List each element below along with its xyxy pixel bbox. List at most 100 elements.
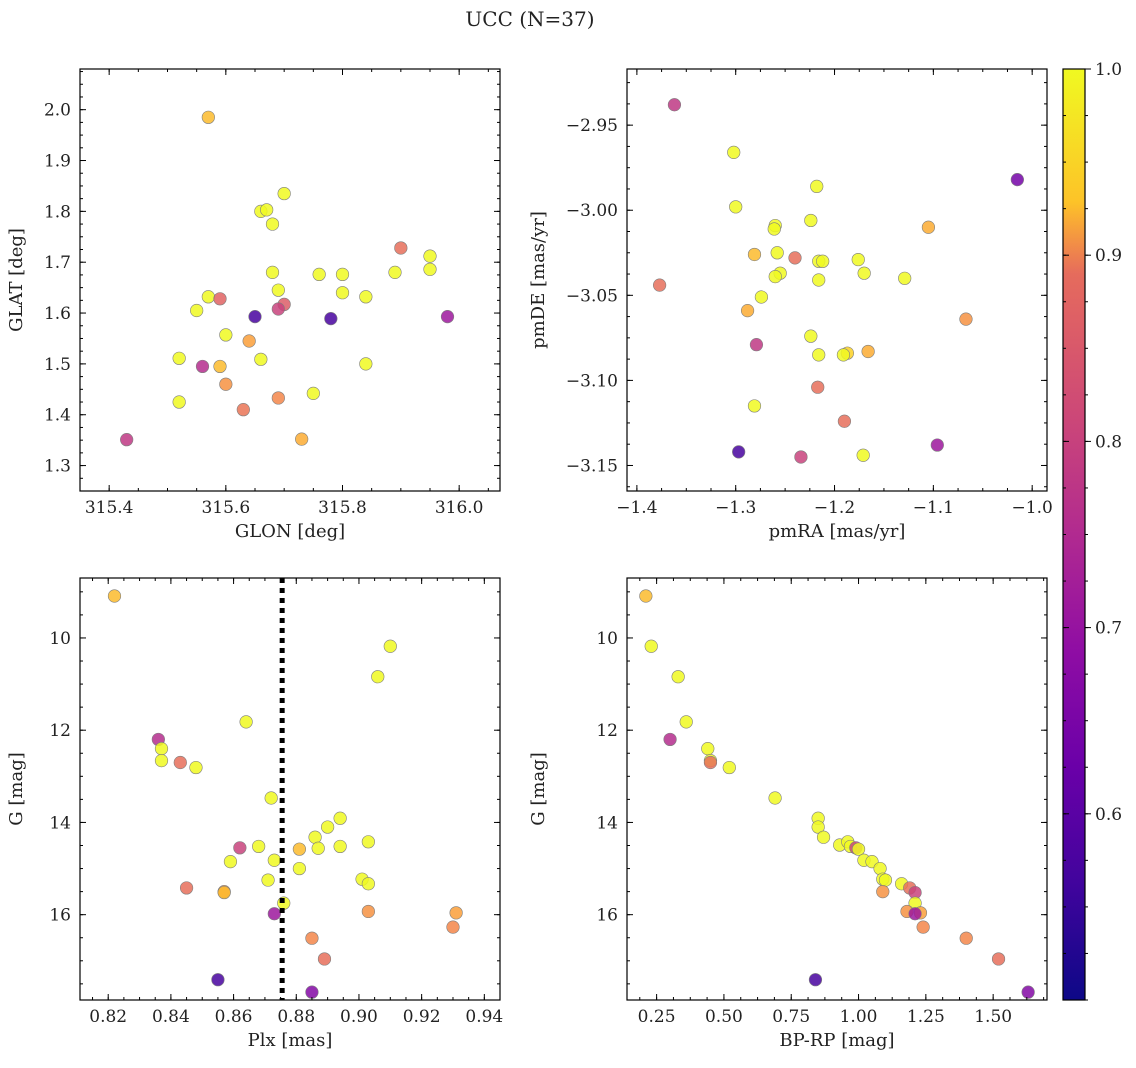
data-point bbox=[107, 589, 122, 603]
data-point bbox=[856, 448, 870, 462]
data-point bbox=[317, 952, 332, 966]
data-point bbox=[267, 907, 281, 921]
colorbar-tick-label: 0.9 bbox=[1095, 246, 1122, 266]
data-point bbox=[277, 186, 291, 201]
data-point bbox=[679, 715, 693, 729]
data-point bbox=[878, 873, 893, 887]
data-point bbox=[172, 351, 186, 365]
data-point bbox=[703, 755, 718, 770]
y-tick-label: 2.0 bbox=[44, 101, 71, 121]
points bbox=[107, 589, 463, 999]
data-point bbox=[248, 310, 262, 324]
y-tick-label: −3.15 bbox=[566, 456, 618, 476]
data-point bbox=[388, 265, 402, 279]
x-tick-label: −1.4 bbox=[616, 498, 657, 518]
colorbar-tick-label: 0.6 bbox=[1095, 805, 1122, 825]
y-tick-label: 14 bbox=[596, 813, 618, 833]
data-point bbox=[201, 110, 215, 124]
x-tick-label: 315.4 bbox=[85, 498, 134, 518]
data-point bbox=[812, 273, 826, 287]
data-point bbox=[305, 985, 319, 999]
data-point bbox=[219, 377, 233, 391]
data-point bbox=[195, 359, 210, 374]
data-point bbox=[239, 715, 253, 729]
data-point bbox=[653, 278, 667, 292]
data-point bbox=[816, 830, 831, 844]
data-point bbox=[335, 286, 350, 300]
colorbar-tick-label: 1.0 bbox=[1095, 60, 1122, 80]
data-point bbox=[423, 262, 437, 276]
data-point bbox=[190, 303, 204, 318]
points bbox=[653, 98, 1024, 464]
data-point bbox=[959, 931, 973, 945]
data-point bbox=[120, 433, 134, 447]
data-point bbox=[321, 820, 335, 834]
data-point bbox=[154, 754, 169, 768]
data-point bbox=[857, 266, 871, 280]
y-tick-label: 1.6 bbox=[44, 304, 71, 324]
data-point bbox=[306, 386, 320, 400]
data-point bbox=[333, 811, 347, 825]
data-point bbox=[333, 839, 347, 854]
data-point bbox=[667, 98, 682, 112]
x-tick-label: −1.2 bbox=[814, 498, 855, 518]
data-point bbox=[747, 247, 762, 262]
data-point bbox=[292, 842, 307, 856]
data-point bbox=[446, 920, 460, 934]
y-tick-label: 1.8 bbox=[44, 202, 71, 222]
data-point bbox=[154, 742, 169, 756]
data-point bbox=[770, 246, 784, 260]
data-point bbox=[371, 670, 385, 684]
data-point bbox=[383, 639, 397, 653]
x-tick-label: 0.92 bbox=[403, 1007, 441, 1027]
data-point bbox=[722, 760, 736, 775]
data-point bbox=[639, 589, 653, 603]
data-point bbox=[916, 920, 930, 934]
data-point bbox=[311, 841, 325, 855]
data-point bbox=[172, 395, 186, 409]
data-point bbox=[812, 348, 826, 362]
data-point bbox=[754, 290, 769, 304]
data-point bbox=[254, 352, 268, 366]
data-point bbox=[264, 791, 278, 805]
data-point bbox=[663, 732, 677, 747]
data-point bbox=[271, 283, 285, 297]
x-tick-label: 1.25 bbox=[907, 1007, 945, 1027]
data-point bbox=[804, 329, 818, 343]
data-point bbox=[747, 399, 762, 413]
data-point bbox=[440, 310, 455, 324]
y-tick-label: 10 bbox=[596, 629, 618, 649]
data-point bbox=[701, 742, 715, 756]
x-tick-label: 315.6 bbox=[201, 498, 250, 518]
data-point bbox=[816, 254, 830, 268]
x-tick-label: 0.88 bbox=[277, 1007, 315, 1027]
data-point bbox=[810, 179, 824, 194]
data-point bbox=[324, 312, 338, 326]
x-tick-label: 316.0 bbox=[435, 498, 484, 518]
y-tick-label: −2.95 bbox=[566, 116, 618, 136]
data-point bbox=[361, 904, 375, 919]
data-point bbox=[804, 213, 818, 228]
data-point bbox=[1010, 173, 1024, 187]
y-tick-label: 12 bbox=[596, 721, 618, 741]
x-axis-label: BP-RP [mag] bbox=[779, 1030, 894, 1051]
data-point bbox=[261, 873, 275, 887]
x-tick-label: −1.3 bbox=[715, 498, 756, 518]
x-tick-label: 0.94 bbox=[465, 1007, 503, 1027]
x-tick-label: 0.86 bbox=[215, 1007, 253, 1027]
x-tick-label: 0.82 bbox=[89, 1007, 127, 1027]
x-tick-label: 1.00 bbox=[840, 1007, 878, 1027]
data-point bbox=[768, 269, 782, 284]
y-tick-label: 1.9 bbox=[44, 152, 71, 172]
y-tick-label: 14 bbox=[49, 813, 71, 833]
y-axis-label: GLAT [deg] bbox=[6, 228, 27, 332]
axes-frame bbox=[626, 577, 1048, 1001]
panel-plx-g: 0.82 0.84 0.86 0.88 0.90 0.92 0.94 10 12 14 16 Plx … bbox=[6, 577, 503, 1051]
data-point bbox=[242, 334, 256, 348]
data-point bbox=[959, 312, 973, 326]
data-point bbox=[179, 881, 194, 895]
colorbar-gradient bbox=[1063, 69, 1085, 1000]
x-tick-label: 0.75 bbox=[772, 1007, 810, 1027]
data-point bbox=[768, 791, 782, 805]
